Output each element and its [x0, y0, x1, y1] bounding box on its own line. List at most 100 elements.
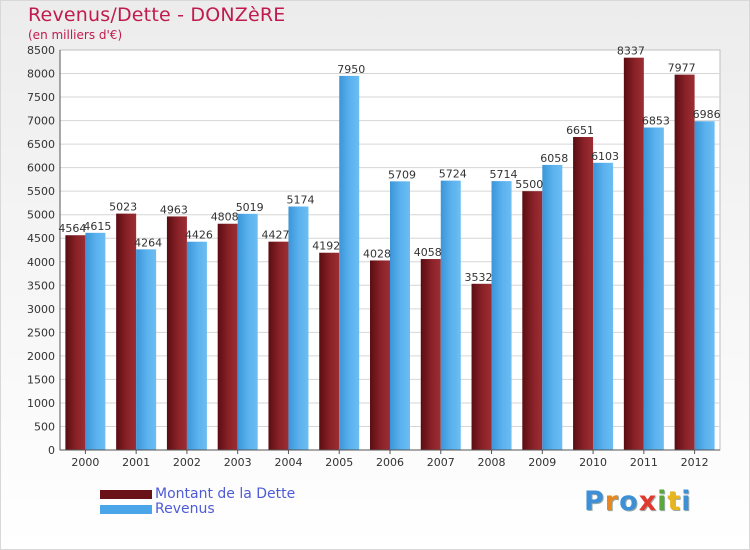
bar-revenue — [643, 127, 664, 450]
logo-letter: r — [604, 486, 620, 517]
data-label-debt: 3532 — [465, 271, 493, 284]
y-tick-label: 2500 — [27, 326, 55, 339]
data-label-revenue: 6058 — [540, 152, 568, 165]
data-label-debt: 5500 — [515, 178, 543, 191]
bar-revenue — [593, 162, 614, 451]
logo-letter: i — [681, 486, 692, 517]
bar-revenue — [85, 232, 106, 450]
data-label-debt: 5023 — [109, 201, 137, 214]
x-tick-label: 2000 — [71, 456, 99, 469]
bar-revenue — [491, 181, 512, 450]
y-tick-label: 0 — [48, 444, 55, 457]
y-tick-label: 6500 — [27, 138, 55, 151]
bar-revenue — [288, 206, 309, 450]
legend-swatch-revenue — [100, 505, 152, 514]
axes: 0 500 1000 1500 2000 2500 3000 3500 4000 4500 5000… — [27, 44, 720, 469]
bar-debt — [573, 137, 594, 450]
data-label-revenue: 5714 — [490, 168, 518, 181]
y-tick-label: 5500 — [27, 185, 55, 198]
y-tick-label: 3500 — [27, 279, 55, 292]
bar-debt — [370, 260, 390, 450]
y-tick-label: 5000 — [27, 209, 55, 222]
chart-subtitle: (en milliers d'€) — [28, 28, 123, 42]
logo-letter: P — [584, 486, 605, 517]
data-label-debt: 4058 — [414, 246, 442, 259]
bar-revenue — [339, 75, 360, 450]
legend-label-revenue: Revenus — [155, 501, 215, 517]
data-label-debt: 4192 — [312, 240, 340, 253]
bar-revenue — [186, 241, 207, 450]
y-tick-label: 1000 — [27, 397, 55, 410]
data-label-debt: 4963 — [160, 203, 188, 216]
bar-debt — [217, 223, 238, 450]
x-tick-label: 2011 — [630, 456, 658, 469]
bar-debt — [674, 74, 695, 451]
proxiti-logo: Proxiti — [584, 486, 692, 517]
data-label-debt: 4808 — [211, 211, 239, 224]
bar-debt — [268, 241, 289, 450]
data-label-revenue: 5709 — [388, 168, 416, 181]
data-label-debt: 4427 — [261, 229, 289, 242]
bar-revenue — [136, 249, 157, 450]
bar-debt — [65, 235, 86, 450]
data-label-debt: 4564 — [58, 222, 86, 235]
x-tick-label: 2012 — [681, 456, 709, 469]
y-tick-label: 8500 — [27, 44, 55, 57]
x-tick-label: 2008 — [478, 456, 506, 469]
chart-title: Revenus/Dette - DONZèRE — [28, 4, 286, 26]
y-tick-label: 3000 — [27, 303, 55, 316]
data-label-debt: 7977 — [668, 62, 696, 75]
x-tick-label: 2010 — [579, 456, 607, 469]
x-tick-label: 2003 — [224, 456, 252, 469]
data-label-debt: 8337 — [617, 45, 645, 58]
data-label-debt: 6651 — [566, 124, 594, 137]
x-tick-label: 2005 — [325, 456, 353, 469]
data-label-revenue: 6853 — [642, 115, 670, 128]
x-tick-label: 2006 — [376, 456, 404, 469]
bar-debt — [319, 252, 340, 450]
y-tick-label: 6000 — [27, 162, 55, 175]
plot-area: 0 500 1000 1500 2000 2500 3000 3500 4000 4500 5000… — [27, 44, 721, 469]
x-tick-label: 2007 — [427, 456, 455, 469]
data-label-revenue: 4426 — [185, 229, 213, 242]
data-label-revenue: 6103 — [591, 150, 619, 163]
y-tick-label: 4000 — [27, 256, 55, 269]
legend-swatch-debt — [100, 490, 152, 499]
x-tick-label: 2002 — [173, 456, 201, 469]
bar-debt — [166, 216, 187, 450]
y-tick-label: 7500 — [27, 91, 55, 104]
bar-debt — [471, 283, 492, 450]
x-tick-label: 2009 — [528, 456, 556, 469]
bar-debt — [522, 191, 543, 451]
logo-letter: t — [667, 486, 682, 517]
data-label-revenue: 4615 — [83, 220, 111, 233]
bar-revenue — [694, 121, 715, 450]
bar-revenue — [237, 213, 258, 450]
y-tick-label: 2000 — [27, 350, 55, 363]
bar-revenue — [542, 164, 563, 450]
legend-label-debt: Montant de la Dette — [155, 486, 296, 502]
x-tick-label: 2001 — [122, 456, 150, 469]
y-tick-label: 8000 — [27, 68, 55, 81]
bar-revenue — [440, 180, 461, 450]
bars — [65, 57, 715, 451]
logo-letter: x — [638, 486, 658, 517]
bar-debt — [623, 57, 644, 450]
logo-letter: i — [657, 486, 668, 517]
y-tick-label: 4500 — [27, 232, 55, 245]
y-tick-label: 1500 — [27, 373, 55, 386]
data-label-revenue: 6986 — [693, 108, 721, 121]
bar-revenue — [390, 181, 410, 450]
x-tick-label: 2004 — [274, 456, 302, 469]
data-label-revenue: 7950 — [337, 63, 365, 76]
bar-debt — [420, 259, 441, 450]
data-label-revenue: 5019 — [236, 201, 264, 214]
y-tick-label: 7000 — [27, 115, 55, 128]
data-label-revenue: 5174 — [286, 194, 314, 207]
bar-debt — [116, 213, 137, 450]
y-tick-label: 500 — [34, 420, 55, 433]
data-label-revenue: 5724 — [439, 168, 467, 181]
data-label-debt: 4028 — [363, 247, 391, 260]
